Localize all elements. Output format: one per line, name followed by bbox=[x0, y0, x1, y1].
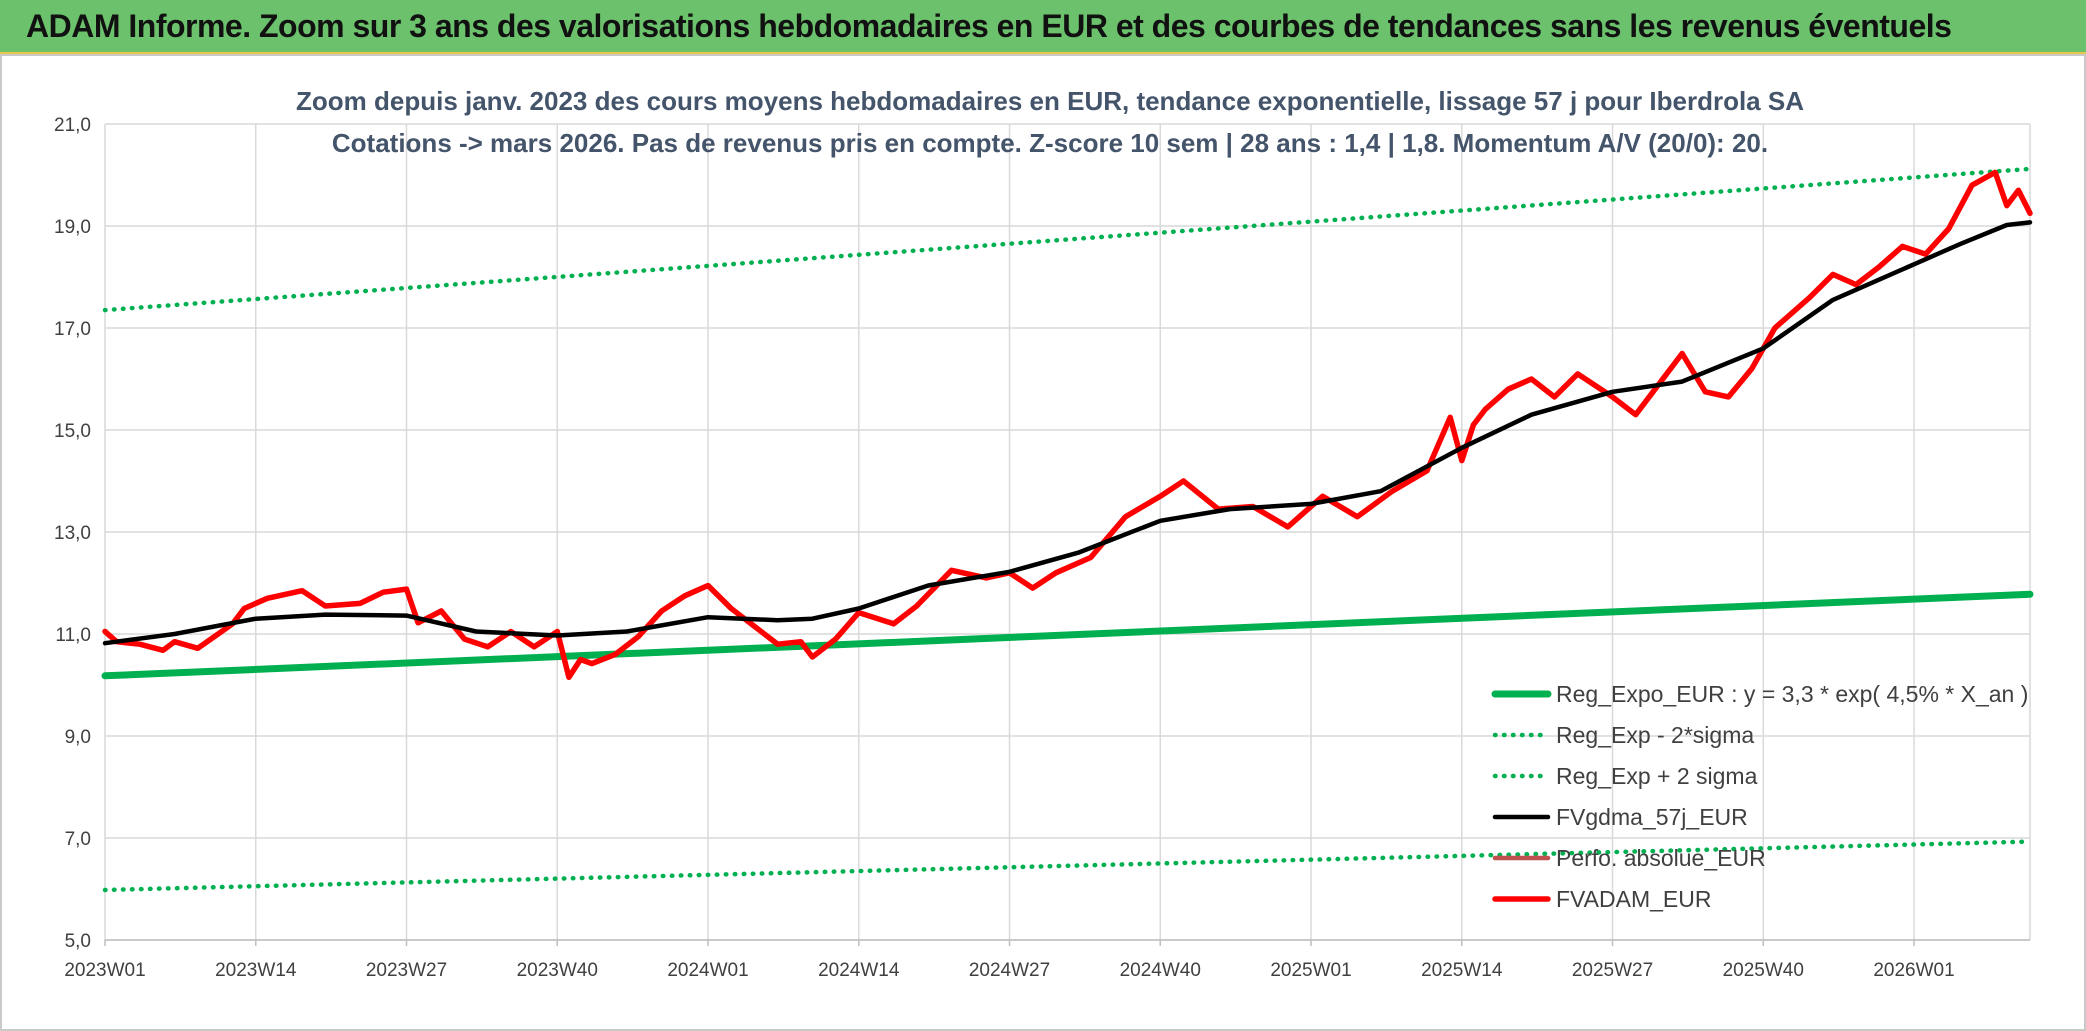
y-tick-label: 5,0 bbox=[65, 931, 91, 952]
series-line-2 bbox=[102, 166, 2033, 313]
chart-frame bbox=[0, 54, 2086, 1031]
x-tick-label: 2025W14 bbox=[1421, 960, 1503, 981]
chart-title-line-1: Zoom depuis janv. 2023 des cours moyens … bbox=[296, 86, 1804, 116]
x-tick-label: 2023W01 bbox=[64, 960, 145, 981]
series-line-1 bbox=[102, 839, 2033, 893]
y-tick-label: 13,0 bbox=[54, 523, 91, 544]
legend-label-3: FVgdma_57j_EUR bbox=[1556, 804, 1748, 830]
x-tick-label: 2024W27 bbox=[969, 960, 1050, 981]
series-line-0 bbox=[101, 590, 2034, 680]
report-title: ADAM Informe. Zoom sur 3 ans des valoris… bbox=[26, 8, 1952, 44]
x-tick-label: 2024W01 bbox=[667, 960, 748, 981]
chart-series bbox=[101, 166, 2034, 893]
legend-label-5: FVADAM_EUR bbox=[1556, 886, 1712, 912]
chart-legend: Reg_Expo_EUR : y = 3,3 * exp( 4,5% * X_a… bbox=[1491, 681, 2028, 912]
y-tick-label: 19,0 bbox=[54, 217, 91, 238]
x-tick-label: 2023W40 bbox=[517, 960, 598, 981]
legend-label-0: Reg_Expo_EUR : y = 3,3 * exp( 4,5% * X_a… bbox=[1556, 681, 2028, 707]
y-tick-label: 11,0 bbox=[55, 625, 91, 646]
y-tick-label: 21,0 bbox=[54, 115, 91, 136]
x-tick-label: 2025W01 bbox=[1270, 960, 1351, 981]
series-line-3 bbox=[102, 220, 2033, 646]
x-tick-label: 2024W40 bbox=[1120, 960, 1201, 981]
x-tick-label: 2024W14 bbox=[818, 960, 900, 981]
x-tick-label: 2025W40 bbox=[1723, 960, 1804, 981]
chart-axes: 5,0 7,0 9,0 11,0 13,0 15,0 17,0 19,0 21,0 2023W01… bbox=[54, 115, 2030, 981]
x-tick-label: 2025W27 bbox=[1572, 960, 1653, 981]
legend-label-1: Reg_Exp - 2*sigma bbox=[1556, 722, 1754, 748]
y-tick-label: 15,0 bbox=[54, 421, 91, 442]
chart-title-line-2: Cotations -> mars 2026. Pas de revenus p… bbox=[332, 128, 1768, 158]
x-tick-label: 2026W01 bbox=[1873, 960, 1954, 981]
x-tick-label: 2023W27 bbox=[366, 960, 447, 981]
x-tick-label: 2023W14 bbox=[215, 960, 297, 981]
legend-label-4: Perfo. absolue_EUR bbox=[1556, 845, 1766, 871]
y-tick-label: 17,0 bbox=[54, 319, 91, 340]
series-line-5 bbox=[102, 169, 2033, 681]
report-header: ADAM Informe. Zoom sur 3 ans des valoris… bbox=[0, 0, 2086, 54]
y-tick-label: 7,0 bbox=[65, 829, 91, 850]
legend-label-2: Reg_Exp + 2 sigma bbox=[1556, 763, 1758, 789]
y-tick-label: 9,0 bbox=[65, 727, 91, 748]
